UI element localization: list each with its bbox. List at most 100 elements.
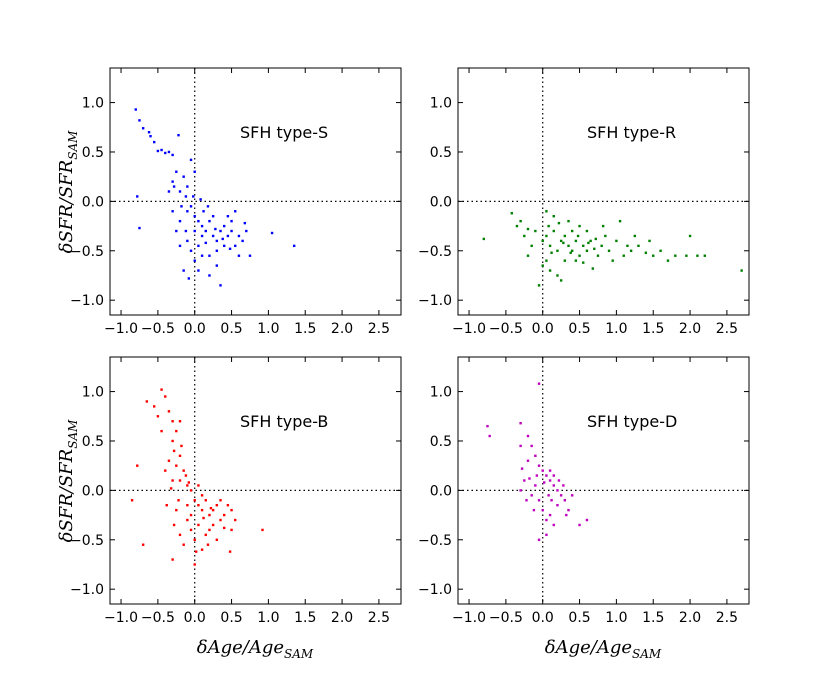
data-point [548,479,552,482]
x-tick-label: −1.0 [104,321,138,337]
data-point [165,504,168,507]
data-point [197,219,200,223]
data-point [270,231,274,235]
data-point [652,254,655,257]
data-point [215,239,219,243]
data-point [556,249,559,252]
data-point [234,518,237,522]
x-tick-label: 2.0 [331,321,353,337]
data-point [591,267,595,270]
x-tick-label: 1.0 [257,321,279,337]
data-point [570,249,574,252]
x-tick-label: 0.5 [568,321,590,337]
data-point [510,212,513,215]
data-point [184,229,188,233]
x-tick-label: 0.5 [220,321,242,337]
data-point [567,219,570,223]
data-point [534,484,537,487]
x-tick-label: 1.5 [294,610,316,626]
y-tick-label: 1.0 [82,385,104,401]
data-point [214,227,217,231]
data-point [219,499,222,502]
data-point [545,210,548,213]
data-point [574,259,578,262]
data-point [189,528,193,532]
data-point [197,244,200,248]
data-point [182,469,185,472]
data-point [197,484,200,487]
data-point [228,247,232,251]
data-point [585,518,589,522]
data-point [199,198,202,201]
data-point [567,508,570,512]
data-point [222,224,226,228]
data-point [585,249,589,252]
data-point [520,467,524,470]
y-tick-label: 0.0 [430,483,452,499]
data-point [622,254,625,257]
data-point [541,239,544,243]
data-point [134,108,137,111]
data-point [666,259,670,262]
x-tick-label: 2.5 [368,321,390,337]
data-point [175,229,178,233]
data-point [562,484,565,487]
y-axis-label-top: δSFR/SFRSAM [56,130,80,254]
data-point [208,528,211,532]
data-point [178,244,182,248]
data-point [534,229,537,233]
data-point [633,234,637,238]
data-point [574,239,578,243]
data-point [245,229,248,233]
data-point [589,239,592,243]
data-point [197,504,200,507]
data-point [570,494,574,497]
data-point [226,234,230,238]
data-point [556,274,559,277]
data-point [178,420,182,423]
data-point [230,229,233,233]
data-point [182,543,185,546]
data-point [171,210,174,213]
data-point [228,550,232,553]
data-point [180,205,183,208]
x-tick-label: 0.5 [220,610,242,626]
y-tick-label: −1.0 [70,582,104,598]
data-point [194,550,198,553]
panel-label-b: SFH type-B [240,412,328,431]
data-point [209,506,213,510]
data-point [193,170,196,173]
data-point [167,459,171,462]
data-point [171,153,174,157]
data-point [189,205,193,208]
data-point [523,234,526,238]
data-point [141,543,145,546]
data-point [537,538,541,541]
data-point [548,269,552,272]
data-point [569,251,572,254]
data-point [526,434,530,438]
data-point [200,548,204,551]
data-point [215,264,219,267]
data-point [197,523,200,527]
data-point [156,149,160,153]
x-tick-label: −0.5 [141,610,175,626]
panel-label-d: SFH type-D [587,412,677,431]
x-tick-label: 2.5 [368,610,390,626]
data-point [541,264,544,267]
data-point [292,244,296,248]
data-point [261,528,264,532]
data-point [189,158,193,162]
data-point [615,239,618,243]
data-point [208,254,211,257]
data-point [556,504,559,507]
data-point [169,487,173,490]
data-point [618,219,622,223]
data-point [565,513,568,517]
data-point [703,254,706,257]
data-point [206,205,210,208]
data-point [519,444,522,448]
data-point [171,479,174,482]
data-point [659,249,662,252]
